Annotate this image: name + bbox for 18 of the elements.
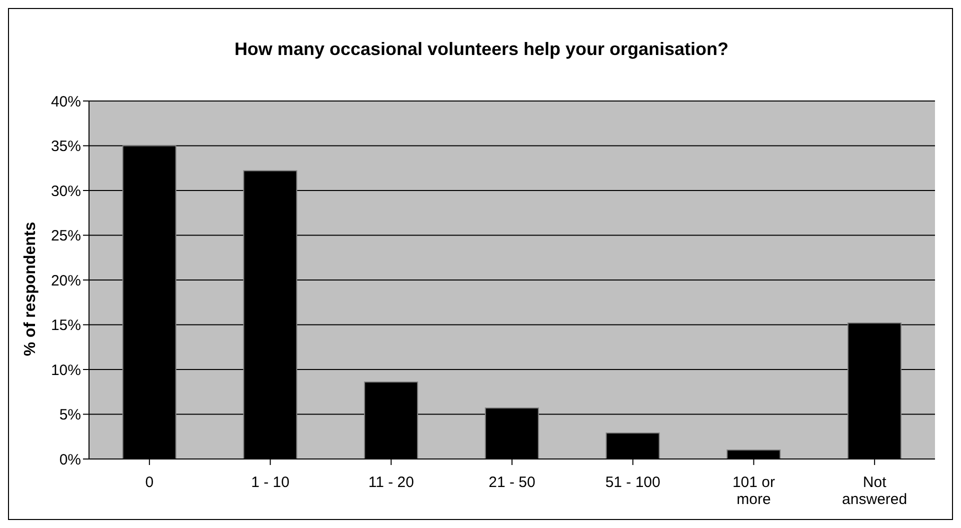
x-tick-label: 101 or more <box>732 474 775 508</box>
x-tick-label: 51 - 100 <box>605 474 660 491</box>
chart-title: How many occasional volunteers help your organisation? <box>233 39 730 60</box>
y-tick-label: 10% <box>50 362 81 379</box>
x-tick-label: 21 - 50 <box>488 474 536 491</box>
x-tick-label: Not answered <box>842 474 908 508</box>
y-axis-title: % of respondents <box>22 222 40 356</box>
x-tick-label: 0 <box>145 474 154 491</box>
y-tick-label: 25% <box>50 228 81 245</box>
y-tick-label: 15% <box>50 317 81 334</box>
x-tick-label: 11 - 20 <box>368 474 414 491</box>
y-tick-label: 5% <box>59 406 81 424</box>
y-tick-label: 20% <box>50 272 81 290</box>
y-tick-label: 35% <box>50 138 81 156</box>
y-tick-label: 30% <box>50 182 81 200</box>
y-tick-label: 40% <box>50 93 81 110</box>
y-tick-label: 0% <box>59 451 81 468</box>
x-tick-label: 1 - 10 <box>251 474 290 491</box>
